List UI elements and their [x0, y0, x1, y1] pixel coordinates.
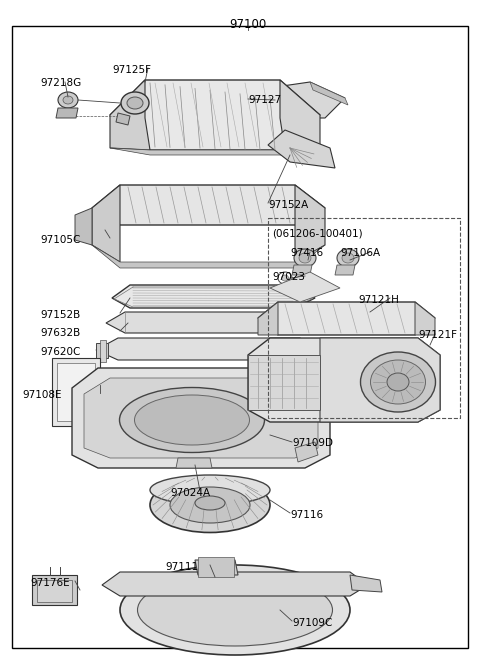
Ellipse shape — [63, 96, 73, 104]
Ellipse shape — [360, 352, 435, 412]
Text: 97152A: 97152A — [268, 200, 308, 210]
Polygon shape — [280, 80, 320, 150]
Bar — [32, 575, 77, 605]
Ellipse shape — [342, 253, 354, 263]
Bar — [57, 363, 95, 421]
Polygon shape — [92, 185, 120, 262]
Text: 97620C: 97620C — [40, 347, 80, 357]
Polygon shape — [92, 185, 325, 225]
Ellipse shape — [337, 249, 359, 267]
Polygon shape — [270, 272, 340, 302]
Bar — [37, 580, 72, 602]
Polygon shape — [248, 338, 440, 422]
Polygon shape — [112, 285, 315, 308]
Polygon shape — [84, 378, 318, 458]
Ellipse shape — [387, 373, 409, 391]
Polygon shape — [110, 80, 150, 150]
Polygon shape — [268, 130, 335, 168]
Polygon shape — [320, 338, 440, 422]
Text: 97024A: 97024A — [170, 488, 210, 498]
Polygon shape — [96, 343, 108, 358]
Polygon shape — [415, 302, 435, 335]
Polygon shape — [56, 108, 78, 118]
Polygon shape — [176, 458, 212, 468]
Ellipse shape — [371, 360, 425, 404]
Text: 97121H: 97121H — [358, 295, 399, 305]
Polygon shape — [106, 312, 318, 333]
Text: (061206-100401): (061206-100401) — [272, 228, 362, 238]
Ellipse shape — [137, 574, 333, 646]
Polygon shape — [110, 148, 320, 155]
Text: 97111: 97111 — [165, 562, 198, 572]
Text: 97105C: 97105C — [40, 235, 80, 245]
Polygon shape — [72, 368, 330, 468]
Polygon shape — [102, 572, 368, 596]
Text: 97106A: 97106A — [340, 248, 380, 258]
Bar — [198, 557, 234, 577]
Bar — [268, 218, 460, 418]
Text: 97218G: 97218G — [40, 78, 81, 88]
Ellipse shape — [127, 97, 143, 109]
Ellipse shape — [294, 249, 316, 267]
Polygon shape — [258, 302, 278, 335]
Text: 97109D: 97109D — [292, 438, 333, 448]
Polygon shape — [295, 442, 318, 462]
Ellipse shape — [134, 395, 250, 445]
Polygon shape — [220, 82, 345, 118]
Ellipse shape — [195, 496, 225, 510]
Ellipse shape — [281, 275, 288, 281]
Polygon shape — [258, 302, 435, 335]
Text: 97127: 97127 — [248, 95, 281, 105]
Text: 97100: 97100 — [229, 18, 266, 31]
Text: 97121F: 97121F — [418, 330, 457, 340]
Bar — [52, 358, 100, 426]
Text: 97125F: 97125F — [112, 65, 151, 75]
Ellipse shape — [58, 92, 78, 108]
Text: 97108E: 97108E — [22, 390, 61, 400]
Text: 97176E: 97176E — [30, 578, 70, 588]
Text: 97152B: 97152B — [40, 310, 80, 320]
Text: 97023: 97023 — [272, 272, 305, 282]
Polygon shape — [100, 340, 106, 362]
Ellipse shape — [120, 388, 264, 453]
Polygon shape — [292, 265, 312, 275]
Ellipse shape — [150, 475, 270, 505]
Polygon shape — [248, 355, 320, 410]
Polygon shape — [310, 82, 348, 105]
Polygon shape — [110, 80, 320, 150]
Text: 97116: 97116 — [290, 510, 323, 520]
Polygon shape — [116, 113, 130, 125]
Ellipse shape — [299, 253, 311, 263]
Ellipse shape — [121, 92, 149, 114]
Polygon shape — [195, 560, 238, 575]
Ellipse shape — [150, 478, 270, 532]
Polygon shape — [350, 575, 382, 592]
Polygon shape — [75, 208, 92, 245]
Ellipse shape — [170, 487, 250, 523]
Polygon shape — [335, 265, 355, 275]
Polygon shape — [295, 185, 325, 262]
Text: 97109C: 97109C — [292, 618, 332, 628]
Text: 97632B: 97632B — [40, 328, 80, 338]
Polygon shape — [96, 338, 322, 360]
Text: 97416: 97416 — [290, 248, 323, 258]
Polygon shape — [92, 245, 325, 268]
Ellipse shape — [120, 565, 350, 655]
